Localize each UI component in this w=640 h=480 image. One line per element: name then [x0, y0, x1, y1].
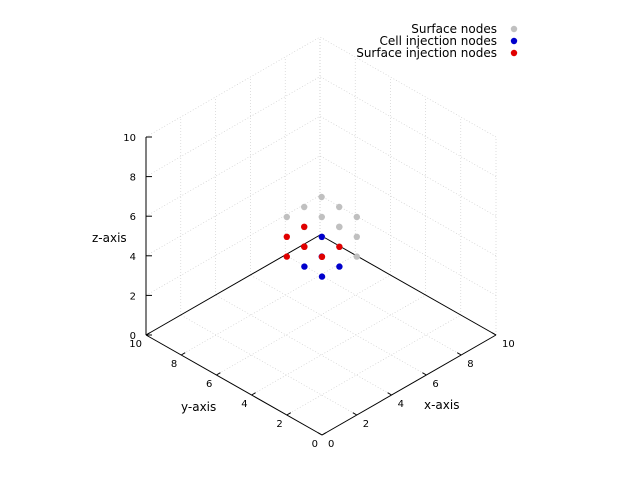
x-tick-label: 4	[398, 399, 404, 410]
data-point-surface-injection-nodes	[336, 243, 343, 250]
z-tick-label: 0	[130, 331, 136, 342]
floor-grid-line	[251, 294, 426, 396]
wall-grid-line	[145, 115, 321, 217]
x-tick-mark	[387, 392, 392, 396]
wall-grid-line	[145, 195, 321, 296]
z-tick-label: 8	[130, 173, 136, 184]
legend-label-surface-injection-nodes: Surface injection nodes	[356, 46, 497, 60]
wall-grid-line	[145, 76, 321, 177]
x-tick-label: 2	[363, 419, 369, 430]
data-point-surface-injection-nodes	[301, 223, 308, 230]
wall-grid-line	[319, 195, 497, 296]
wall-grid-line	[319, 115, 497, 217]
y-tick-mark	[251, 392, 256, 396]
wall-grid-line	[319, 155, 497, 257]
data-point-cell-injection-nodes	[318, 273, 326, 280]
floor-grid-line	[215, 294, 392, 396]
legend-label-surface-nodes: Surface nodes	[411, 22, 497, 36]
y-tick-label: 2	[276, 419, 282, 430]
floor-grid-line	[250, 274, 427, 376]
legend-label-cell-injection-nodes: Cell injection nodes	[380, 34, 498, 48]
y-tick-label: 6	[206, 379, 212, 390]
data-point-surface-nodes	[353, 253, 360, 260]
wall-grid-line	[319, 76, 497, 177]
data-point-surface-nodes	[318, 213, 325, 221]
x-tick-mark	[352, 412, 358, 416]
x-tick-label: 0	[328, 439, 334, 450]
y-tick-mark	[286, 412, 292, 416]
floor-grid-line	[180, 314, 357, 416]
axes	[145, 136, 497, 436]
y-axis-line	[145, 334, 323, 436]
data-point-surface-nodes	[336, 203, 343, 211]
y-tick-label: 0	[312, 439, 318, 450]
y-tick-mark	[180, 352, 186, 356]
floor-grid-line	[181, 254, 356, 356]
data-point-surface-injection-nodes	[301, 243, 308, 250]
z-tick-label: 6	[130, 212, 136, 223]
data-point-surface-injection-nodes	[283, 253, 290, 260]
data-point-surface-injection-nodes	[318, 253, 326, 260]
wall-grid-line	[319, 36, 497, 138]
floor-back-edge	[319, 234, 497, 336]
data-point-cell-injection-nodes	[336, 263, 343, 270]
z-axis-label: z-axis	[92, 231, 127, 245]
data-point-surface-nodes	[353, 213, 360, 221]
legend-marker-cell-injection-nodes	[510, 37, 518, 45]
data-point-surface-nodes	[301, 203, 308, 211]
grid	[145, 36, 497, 436]
data-point-cell-injection-nodes	[318, 233, 325, 240]
floor-grid-line	[286, 314, 461, 416]
z-tick-label: 2	[130, 291, 136, 302]
y-tick-label: 10	[129, 339, 142, 350]
floor-grid-line	[216, 274, 391, 376]
x-tick-label: 8	[467, 359, 473, 370]
data-point-surface-nodes	[283, 213, 290, 221]
x-tick-label: 10	[502, 339, 515, 350]
x-tick-mark	[422, 372, 427, 376]
data-point-cell-injection-nodes	[301, 263, 308, 270]
x-axis-label: x-axis	[424, 398, 459, 412]
legend-marker-surface-injection-nodes	[510, 49, 518, 57]
data-point-surface-nodes	[318, 193, 325, 201]
x-tick-mark	[317, 432, 323, 436]
y-axis-label: y-axis	[181, 400, 216, 414]
x-axis-line	[321, 334, 497, 436]
y-tick-mark	[321, 432, 327, 436]
floor-back-edge	[145, 234, 321, 336]
z-tick-label: 4	[130, 252, 136, 263]
wall-grid-line	[145, 155, 321, 257]
y-tick-mark	[216, 372, 221, 376]
data-point-surface-nodes	[353, 233, 360, 240]
x-tick-mark	[491, 332, 497, 336]
x-tick-label: 6	[432, 379, 438, 390]
y-tick-label: 4	[241, 399, 247, 410]
legend-marker-surface-nodes	[510, 25, 518, 33]
x-tick-mark	[456, 352, 462, 356]
data-point-surface-nodes	[336, 223, 343, 230]
legend: Surface nodes Cell injection nodes Surfa…	[356, 22, 518, 60]
wall-grid-line	[145, 36, 321, 138]
floor-grid-line	[285, 254, 462, 356]
data-point-surface-injection-nodes	[283, 233, 290, 240]
y-tick-label: 8	[171, 359, 177, 370]
z-tick-label: 10	[123, 133, 136, 144]
data-points	[283, 193, 360, 280]
